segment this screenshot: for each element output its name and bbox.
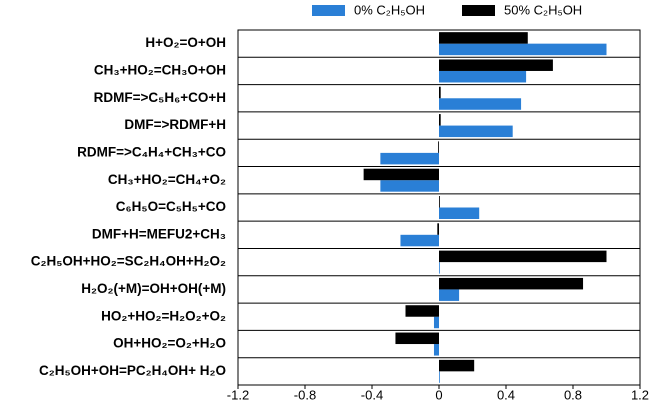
bar bbox=[439, 289, 460, 301]
category-label: CH₃+HO₂=CH₄+O₂ bbox=[108, 172, 226, 187]
bar bbox=[439, 70, 527, 83]
category-label: H₂O₂(+M)=OH+OH(+M) bbox=[81, 281, 226, 296]
bar bbox=[433, 316, 439, 329]
bar bbox=[439, 43, 607, 56]
bar bbox=[405, 305, 439, 317]
bar bbox=[439, 98, 522, 110]
bar bbox=[439, 371, 440, 383]
bar bbox=[439, 32, 528, 44]
x-tick-label: 0.8 bbox=[564, 387, 582, 402]
bar bbox=[439, 59, 553, 71]
category-label: H+O₂=O+OH bbox=[145, 35, 226, 50]
bar bbox=[439, 207, 480, 219]
category-label: CH₃+HO₂=CH₃O+OH bbox=[94, 63, 226, 78]
bar bbox=[363, 168, 439, 181]
x-tick-label: -0.4 bbox=[361, 387, 383, 402]
legend-label: 50% C₂H₅OH bbox=[504, 2, 582, 17]
bar bbox=[439, 196, 440, 208]
category-label: OH+HO₂=O₂+H₂O bbox=[113, 336, 226, 351]
bar bbox=[439, 125, 513, 138]
bar bbox=[439, 359, 475, 372]
legend-swatch bbox=[312, 5, 345, 16]
category-label: C₂H₅OH+HO₂=SC₂H₄OH+H₂O₂ bbox=[31, 254, 226, 269]
bar bbox=[439, 262, 440, 274]
category-label: DMF+H=MEFU2+CH₃ bbox=[92, 226, 226, 241]
legend-label: 0% C₂H₅OH bbox=[354, 2, 425, 17]
category-label: RDMF=>C₅H₆+CO+H bbox=[94, 90, 226, 105]
bar bbox=[380, 180, 439, 192]
x-tick-label: 0 bbox=[435, 387, 442, 402]
x-tick-label: 0.4 bbox=[497, 387, 515, 402]
bar bbox=[433, 344, 439, 356]
bar bbox=[437, 223, 439, 235]
plot-frame bbox=[237, 29, 641, 386]
category-label: C₆H₅O=C₅H₅+CO bbox=[116, 199, 226, 214]
category-label: RDMF=>C₄H₄+CH₃+CO bbox=[77, 144, 226, 159]
x-tick-label: -0.8 bbox=[294, 387, 316, 402]
bar bbox=[439, 250, 607, 263]
category-label: HO₂+HO₂=H₂O₂+O₂ bbox=[101, 308, 226, 323]
legend-swatch bbox=[462, 5, 495, 16]
category-label: DMF=>RDMF+H bbox=[124, 117, 226, 132]
bar bbox=[439, 86, 441, 99]
bar bbox=[439, 114, 441, 126]
bar bbox=[395, 332, 439, 345]
x-tick-label: -1.2 bbox=[227, 387, 249, 402]
category-label: C₂H₅OH+OH=PC₂H₄OH+ H₂O bbox=[39, 363, 226, 378]
bar bbox=[438, 141, 439, 153]
bar bbox=[439, 277, 584, 290]
bar bbox=[400, 234, 439, 247]
x-tick-label: 1.2 bbox=[631, 387, 649, 402]
bar bbox=[380, 152, 439, 165]
